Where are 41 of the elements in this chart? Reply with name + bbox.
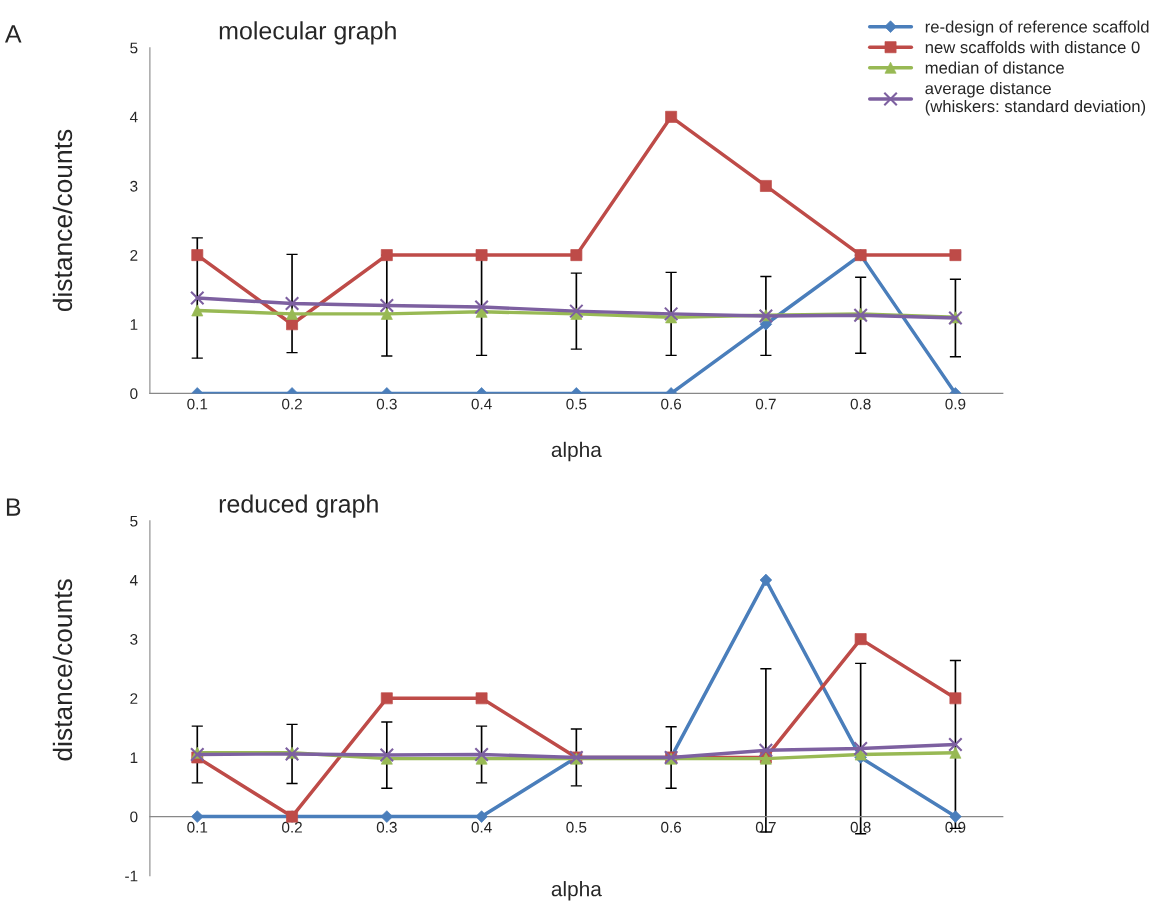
x-tick-label: 0.3 [376,398,397,410]
x-tick-label: 0.6 [661,821,682,833]
y-axis-title: distance/counts [52,129,73,312]
x-tick-label: 0.4 [471,821,492,833]
y-tick-label: 2 [130,249,138,261]
x-axis-title: alpha [551,441,602,462]
y-tick-label: 4 [129,575,138,586]
x-tick-label: 0.1 [187,398,208,410]
y-tick-label: -1 [125,870,138,882]
x-tick-label: 0.4 [471,398,492,410]
chart-title: reduced graph [219,494,378,518]
y-tick-label: 3 [130,634,138,645]
legend-label: re-design of reference scaffold [925,20,1149,36]
legend-label: median of distance [925,61,1064,74]
x-tick-label: 0.5 [566,821,587,833]
y-tick-label: 0 [130,811,138,823]
x-tick-label: 0.8 [850,398,871,410]
text: A [4,25,22,43]
legend-label: new scaffolds with distance 0 [925,40,1140,54]
y-tick-label: 0 [130,388,138,400]
x-tick-label: 0.9 [945,398,966,410]
x-tick-label: 0.3 [376,821,397,833]
y-tick-label: 1 [130,319,138,330]
y-axis-title: distance/counts [52,579,73,761]
x-tick-label: 0.5 [566,398,587,410]
text: B [6,498,21,516]
chart-title: molecular graph [219,21,396,45]
y-tick-label: 5 [130,42,138,54]
y-tick-label: 1 [130,752,138,763]
y-tick-label: 4 [129,111,138,123]
x-tick-label: 0.1 [187,821,208,833]
x-tick-label: 0.2 [282,821,302,833]
x-tick-label: 0.7 [755,398,776,410]
x-tick-label: 0.9 [945,821,966,833]
y-tick-label: 3 [130,180,138,192]
x-axis-title: alpha [551,881,602,901]
y-tick-label: 5 [130,515,138,527]
y-tick-label: 2 [130,693,138,704]
x-tick-label: 0.2 [282,398,302,410]
legend-label: average distance (whiskers: standard deviation) [925,82,1146,116]
x-tick-label: 0.6 [661,398,682,410]
